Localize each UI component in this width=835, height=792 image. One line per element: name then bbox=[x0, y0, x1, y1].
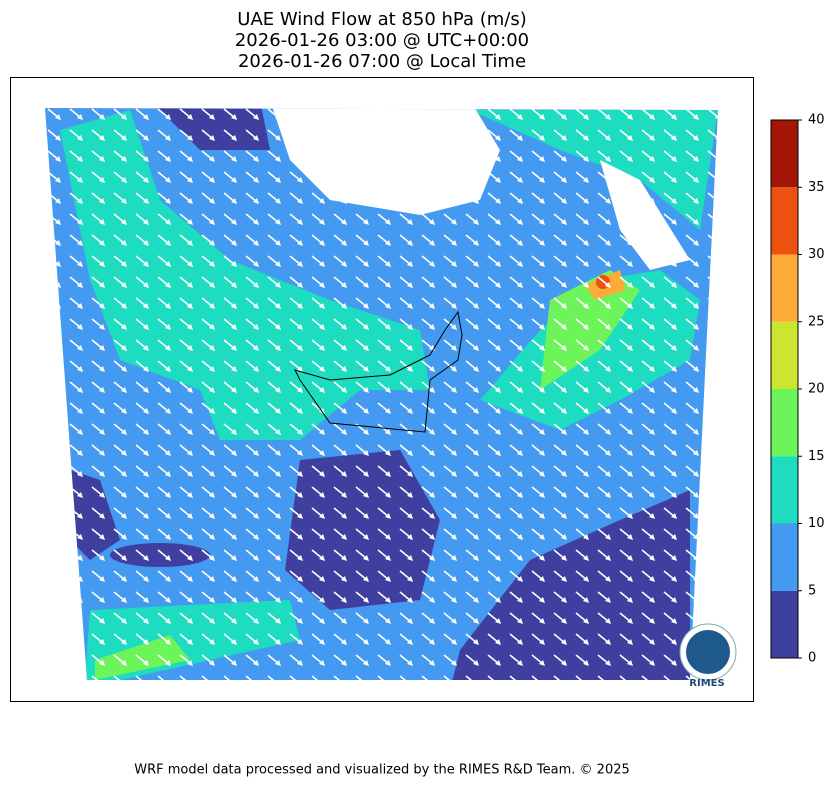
colorbar-tick-label: 20 bbox=[808, 382, 825, 397]
colorbar-segment bbox=[771, 321, 798, 389]
colorbar-segment bbox=[771, 590, 798, 658]
colorbar-segment bbox=[771, 456, 798, 524]
colorbar-tick-label: 10 bbox=[808, 516, 825, 531]
title-line: UAE Wind Flow at 850 hPa (m/s) bbox=[237, 9, 526, 30]
colorbar-segment bbox=[771, 523, 798, 591]
wind-map bbox=[45, 108, 718, 680]
logo-globe bbox=[686, 630, 730, 674]
colorbar-tick-label: 25 bbox=[808, 314, 825, 329]
logo-text: RIMES bbox=[689, 678, 724, 689]
title-line: 2026-01-26 07:00 @ Local Time bbox=[238, 51, 526, 72]
colorbar-tick-label: 15 bbox=[808, 449, 825, 464]
map-frame bbox=[10, 77, 754, 702]
colorbar-segment bbox=[771, 187, 798, 255]
colorbar-tick-label: 30 bbox=[808, 247, 825, 262]
title: UAE Wind Flow at 850 hPa (m/s) 2026-01-2… bbox=[235, 9, 529, 72]
footer: WRF model data processed and visualized … bbox=[134, 763, 630, 778]
colorbar-segment bbox=[771, 120, 798, 188]
title-line: 2026-01-26 03:00 @ UTC+00:00 bbox=[235, 30, 529, 51]
colorbar-tick-label: 35 bbox=[808, 180, 825, 195]
colorbar-tick-label: 40 bbox=[808, 113, 825, 128]
colorbar: 0 5 10 15 20 25 30 35 40 bbox=[770, 113, 825, 666]
colorbar-segment bbox=[771, 389, 798, 457]
uae-border bbox=[294, 310, 463, 433]
colorbar-tick-label: 5 bbox=[808, 583, 816, 598]
logo: RIMES bbox=[679, 623, 737, 689]
colorbar-tick-label: 0 bbox=[808, 651, 816, 666]
colorbar-segment bbox=[771, 254, 798, 322]
